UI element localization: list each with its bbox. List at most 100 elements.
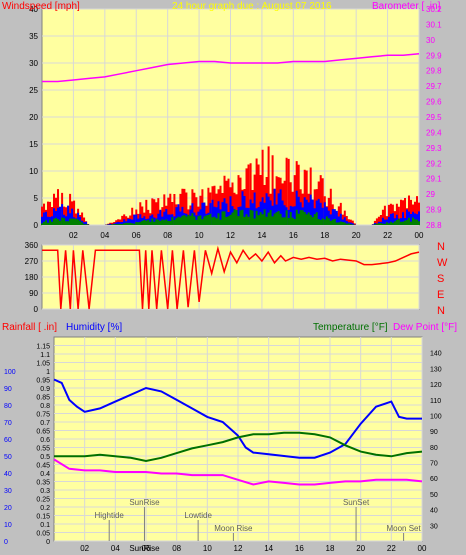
wind-low-bars [41, 209, 420, 225]
rainfall-tick-label: 1.05 [36, 361, 50, 368]
barometer-axis-label: Barometer [ .in] [372, 1, 441, 12]
temperature-tick-label: 30 [430, 523, 438, 530]
windspeed-tick-label: 10 [29, 167, 38, 176]
top-x-tick-label: 12 [226, 231, 235, 240]
direction-series [42, 245, 420, 310]
direction-tick-label: 180 [25, 273, 39, 282]
bottom-x-tick-label: 16 [295, 544, 304, 553]
temperature-tick-label: 80 [430, 445, 438, 452]
humidity-line [53, 378, 422, 459]
bottom-x-tick-label: 02 [80, 544, 89, 553]
direction-tick-label: 270 [25, 257, 39, 266]
rainfall-tick-label: 0.25 [36, 497, 50, 504]
barometer-tick-label: 29.6 [426, 98, 442, 107]
direction-tick-label: 90 [29, 289, 38, 298]
rainfall-tick-label: 0.55 [36, 446, 50, 453]
humidity-tick-label: 30 [4, 488, 12, 495]
rainfall-tick-label: 0.75 [36, 412, 50, 419]
barometer-tick-label: 29 [426, 190, 435, 199]
top-x-tick-label: 06 [132, 231, 141, 240]
humidity-tick-label: 0 [4, 539, 8, 546]
bottom-x-tick-label: 18 [326, 544, 335, 553]
temperature-tick-label: 70 [430, 461, 438, 468]
humidity-tick-label: 90 [4, 386, 12, 393]
barometer-tick-label: 29.2 [426, 159, 442, 168]
humidity-tick-label: 40 [4, 471, 12, 478]
barometer-tick-label: 29.5 [426, 113, 442, 122]
barometer-tick-label: 29.9 [426, 51, 442, 60]
humidity-tick-label: 80 [4, 403, 12, 410]
windspeed-tick-label: 5 [34, 194, 39, 203]
windspeed-tick-label: 25 [29, 86, 38, 95]
temperature-axis-label: Temperature [°F] [313, 322, 388, 333]
top-x-tick-label: 16 [289, 231, 298, 240]
barometer-tick-label: 28.9 [426, 206, 442, 215]
direction-tick-label: 360 [25, 241, 39, 250]
rainfall-tick-label: 0.5 [40, 454, 50, 461]
rainfall-tick-label: 0.45 [36, 463, 50, 470]
temperature-tick-label: 130 [430, 366, 442, 373]
rainfall-tick-label: 0.1 [40, 522, 50, 529]
annotation-label: Moon Set [386, 524, 421, 533]
compass-label: S [437, 273, 444, 285]
top-x-tick-label: 04 [100, 231, 109, 240]
temperature-tick-label: 120 [430, 382, 442, 389]
rainfall-tick-label: 0.65 [36, 429, 50, 436]
rainfall-tick-label: 0 [46, 539, 50, 546]
temperature-line [54, 431, 423, 463]
barometer-tick-label: 29.4 [426, 128, 442, 137]
annotation-label: Lowtide [184, 511, 212, 520]
barometer-tick-label: 29.1 [426, 175, 442, 184]
top-x-tick-label: 10 [195, 231, 204, 240]
annotation-label: SunRise [129, 498, 160, 507]
wind-series [41, 146, 420, 225]
compass-label: E [437, 289, 444, 301]
top-x-tick-label: 14 [257, 231, 266, 240]
top-x-tick-label: 00 [415, 231, 424, 240]
bottom-x-tick-label: 04 [111, 544, 120, 553]
temperature-tick-label: 100 [430, 413, 442, 420]
bottom-x-tick-label: 06 [142, 544, 151, 553]
dewpoint-line [53, 458, 423, 486]
windspeed-tick-label: 40 [29, 5, 38, 14]
barometer-line [42, 52, 420, 83]
windspeed-tick-label: 0 [34, 221, 39, 230]
sunrise-axis-label: SunRise [129, 544, 160, 553]
barometer-tick-label: 29.7 [426, 82, 442, 91]
rainfall-tick-label: 0.05 [36, 531, 50, 538]
rainfall-tick-label: 0.6 [40, 437, 50, 444]
barometer-tick-label: 28.8 [426, 221, 442, 230]
barometer-tick-label: 29.8 [426, 67, 442, 76]
bottom-x-tick-label: 12 [234, 544, 243, 553]
annotation-label: Hightide [95, 511, 125, 520]
tick-labels: 02 04 06 08 10 12 14 16 18 20 22 000510152025303540… [4, 5, 448, 553]
dewpoint-axis-label: Dew Point [°F] [393, 322, 457, 333]
bottom-x-tick-label: 00 [418, 544, 427, 553]
temperature-tick-label: 90 [430, 429, 438, 436]
temperature-tick-label: 110 [430, 398, 441, 405]
direction-grid [42, 244, 420, 310]
annotation-label: Moon Rise [214, 524, 253, 533]
annotation-label: SunSet [343, 498, 370, 507]
rainfall-tick-label: 0.85 [36, 395, 50, 402]
windspeed-tick-label: 20 [29, 113, 38, 122]
bottom-x-tick-label: 14 [264, 544, 273, 553]
top-x-tick-label: 02 [69, 231, 78, 240]
rainfall-tick-label: 0.95 [36, 378, 50, 385]
top-x-tick-label: 20 [352, 231, 361, 240]
barometer-tick-label: 30.1 [426, 20, 442, 29]
bottom-grid [54, 337, 423, 542]
barometer-series [42, 52, 420, 83]
top-x-tick-label: 22 [383, 231, 392, 240]
rainfall-tick-label: 1.15 [36, 344, 50, 351]
bottom-series [53, 378, 423, 486]
rainfall-tick-label: 0.15 [36, 514, 50, 521]
temperature-tick-label: 140 [430, 351, 442, 358]
wind-direction-line [42, 245, 420, 310]
humidity-tick-label: 60 [4, 437, 12, 444]
top-x-tick-label: 08 [163, 231, 172, 240]
temperature-tick-label: 60 [430, 476, 438, 483]
chart-title: 24 hour graph due : August 07 2016 [172, 1, 332, 12]
